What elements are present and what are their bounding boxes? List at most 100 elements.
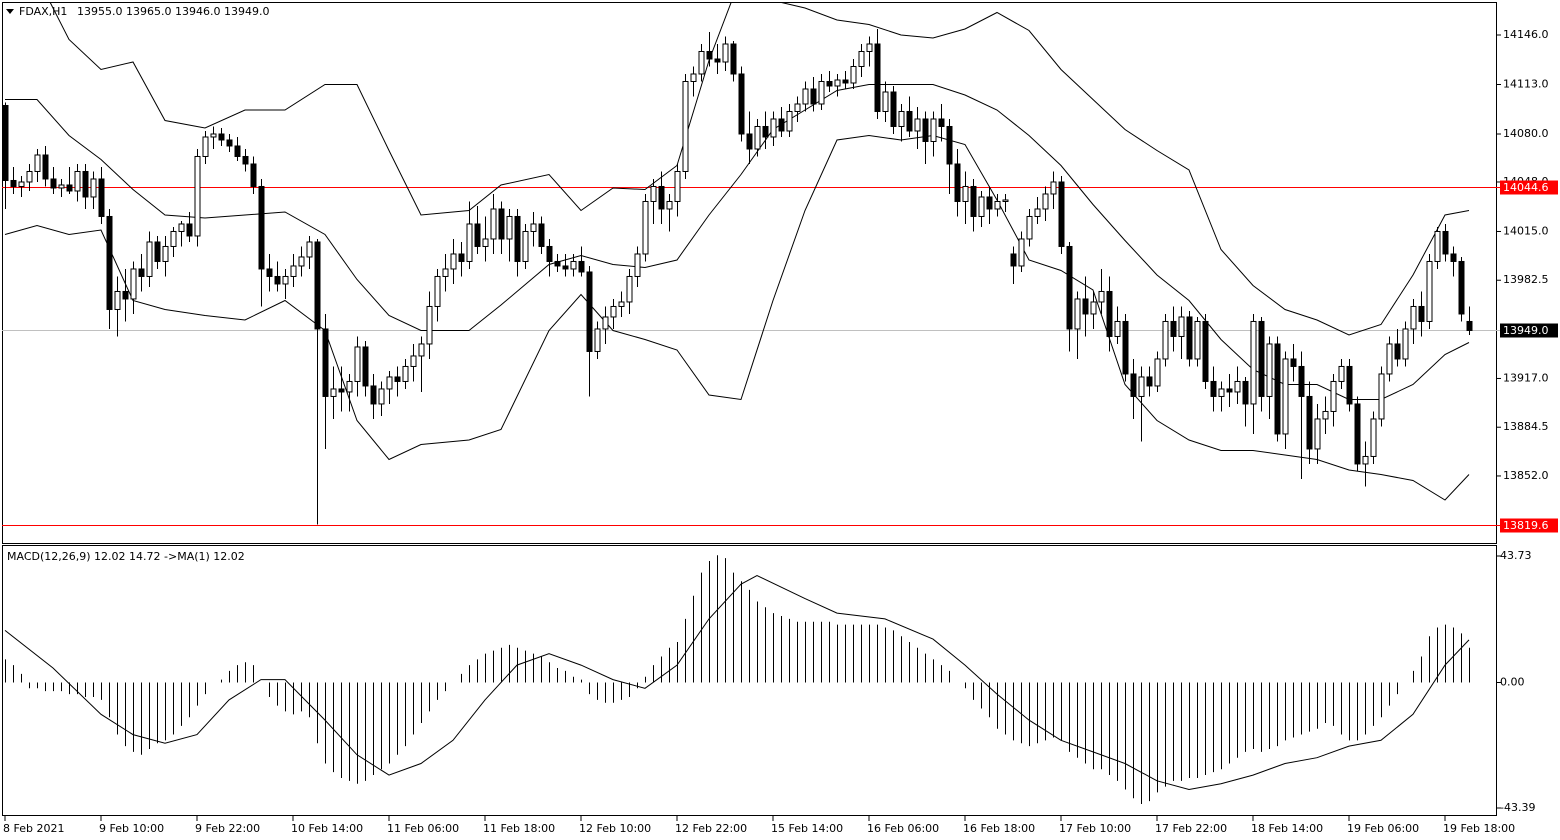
candle-body xyxy=(498,208,505,240)
candle-body xyxy=(42,154,49,180)
candle-body xyxy=(1466,320,1473,331)
candle-body xyxy=(1082,298,1089,315)
candle-body xyxy=(626,275,633,303)
candle-body xyxy=(210,133,217,138)
candle-body xyxy=(186,223,193,237)
candle-body xyxy=(1186,316,1193,360)
candle-body xyxy=(706,50,713,60)
candle-body xyxy=(810,88,817,105)
level-label-box xyxy=(1500,180,1558,195)
candle-body xyxy=(650,185,657,202)
y-tick-label: 13917.0 xyxy=(1503,371,1549,384)
candle-body xyxy=(562,265,569,270)
candle-body xyxy=(202,136,209,157)
candle-body xyxy=(906,110,913,132)
candle-body xyxy=(954,163,961,202)
candle-body xyxy=(434,275,441,307)
candle-body xyxy=(218,133,225,141)
candle-body xyxy=(314,241,321,330)
candle-body xyxy=(330,388,337,397)
candle-body xyxy=(714,58,721,63)
candle-body xyxy=(730,43,737,75)
candle-body xyxy=(98,178,105,217)
level-label-box xyxy=(1500,323,1558,338)
candle-body xyxy=(34,154,41,172)
candle-body xyxy=(474,223,481,247)
candle-body xyxy=(1314,418,1321,450)
candle-body xyxy=(690,73,697,82)
candle-body xyxy=(1114,320,1121,337)
candle-body xyxy=(1130,373,1137,397)
candle-body xyxy=(274,275,281,285)
candle-body xyxy=(1378,373,1385,420)
candle-body xyxy=(90,178,97,198)
candle-body xyxy=(426,305,433,345)
candle-body xyxy=(346,380,353,393)
y-tick-label: -43.39 xyxy=(1500,801,1535,814)
candle-body xyxy=(322,328,329,397)
candle-body xyxy=(362,346,369,387)
candle-body xyxy=(786,110,793,132)
candle-body xyxy=(466,223,473,262)
candle-body xyxy=(402,365,409,382)
candle-body xyxy=(170,230,177,247)
candle-body xyxy=(482,238,489,247)
y-tick-label: 14080.0 xyxy=(1503,127,1549,140)
x-tick-label: 11 Feb 18:00 xyxy=(483,822,555,835)
candle-body xyxy=(530,223,537,232)
candle-body xyxy=(114,290,121,310)
candle-body xyxy=(826,80,833,87)
candle-body xyxy=(1026,215,1033,240)
candle-body xyxy=(1274,343,1281,435)
candle-body xyxy=(146,241,153,277)
candle-body xyxy=(234,145,241,157)
candle-body xyxy=(1218,388,1225,397)
candle-body xyxy=(746,133,753,150)
candle-body xyxy=(178,223,185,232)
candle-body xyxy=(1002,199,1009,202)
candle-body xyxy=(1434,230,1441,262)
candle-body xyxy=(1170,320,1177,337)
candle-body xyxy=(242,155,249,165)
candle-body xyxy=(914,118,921,132)
candle-body xyxy=(1362,455,1369,465)
candle-body xyxy=(1050,181,1057,195)
candle-body xyxy=(554,260,561,267)
candle-body xyxy=(1258,320,1265,397)
candle-body xyxy=(1042,193,1049,210)
macd-pane xyxy=(2,545,1497,816)
signal-line xyxy=(4,574,1470,791)
candle-body xyxy=(290,265,297,277)
x-tick-label: 12 Feb 10:00 xyxy=(579,822,651,835)
candle-body xyxy=(386,376,393,390)
x-tick-label: 18 Feb 14:00 xyxy=(1251,822,1323,835)
candle-body xyxy=(1034,208,1041,217)
candle-body xyxy=(962,185,969,202)
candle-body xyxy=(578,260,585,273)
candle-body xyxy=(834,79,841,87)
candle-body xyxy=(698,50,705,75)
candle-body xyxy=(1146,376,1153,387)
y-tick-label: 13982.5 xyxy=(1503,273,1549,286)
candle-body xyxy=(418,343,425,357)
y-tick-label: 13884.5 xyxy=(1503,420,1549,433)
x-tick-label: 19 Feb 18:00 xyxy=(1443,822,1515,835)
candle-body xyxy=(1290,358,1297,367)
candle-body xyxy=(1298,365,1305,397)
candle-body xyxy=(642,200,649,255)
candle-body xyxy=(674,170,681,202)
x-tick-label: 16 Feb 18:00 xyxy=(963,822,1035,835)
candle-body xyxy=(58,184,65,189)
candle-body xyxy=(154,241,161,262)
candle-body xyxy=(994,200,1001,210)
candle-body xyxy=(306,241,313,258)
candle-body xyxy=(1018,238,1025,267)
candle-body xyxy=(866,43,873,52)
candle-body xyxy=(594,328,601,352)
candle-body xyxy=(538,223,545,247)
candle-body xyxy=(858,50,865,67)
candle-body xyxy=(298,256,305,267)
